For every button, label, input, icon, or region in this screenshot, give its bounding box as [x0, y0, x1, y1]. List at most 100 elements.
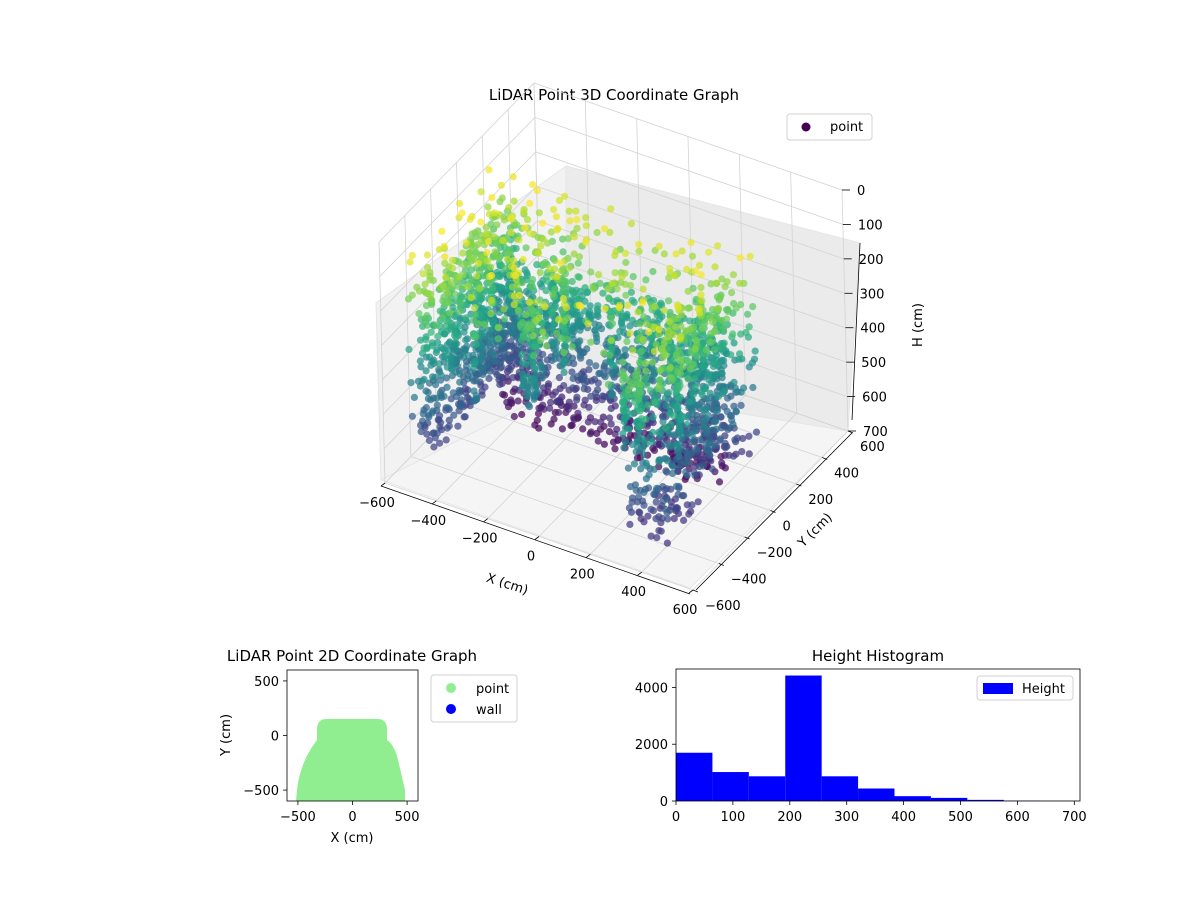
point-3d-1808 [700, 385, 708, 393]
point-3d-928 [689, 437, 697, 446]
point-3d-2814 [582, 222, 590, 230]
point-3d-2441 [636, 358, 644, 366]
point-3d-2368 [637, 388, 645, 397]
point-3d-211 [539, 384, 548, 392]
point-3d-1150 [740, 384, 748, 392]
point-3d-2672 [500, 305, 508, 313]
point-3d-1929 [452, 333, 460, 342]
point-3d-1897 [736, 350, 744, 358]
point-3d-2510 [553, 329, 561, 337]
legend-histogram-label: Height [1022, 682, 1065, 697]
point-3d-600 [507, 342, 516, 350]
y-tick-label-hist-1: 2000 [635, 738, 668, 753]
point-3d-456 [569, 384, 577, 392]
point-3d-7 [715, 478, 724, 486]
point-3d-1046 [609, 368, 617, 376]
point-3d-1000 [410, 393, 418, 401]
point-3d-2518 [732, 304, 740, 312]
point-3d-1608 [560, 355, 569, 363]
point-3d-2754 [535, 209, 543, 217]
point-3d-567 [691, 472, 699, 480]
point-3d-319 [509, 374, 517, 382]
histogram-bar-4 [821, 776, 859, 801]
point-3d-534 [493, 371, 501, 379]
point-3d-2004 [675, 394, 683, 402]
point-3d-2742 [660, 250, 668, 258]
x-tick-3d-5 [637, 571, 642, 576]
point-3d-2377 [501, 315, 509, 323]
point-3d-1783 [735, 355, 743, 363]
point-3d-29 [558, 425, 567, 433]
legend-3d-label-point: point [830, 120, 863, 135]
point-3d-2484 [619, 358, 627, 366]
point-3d-239 [745, 450, 753, 458]
point-3d-1925 [619, 406, 627, 414]
point-3d-2799 [711, 263, 719, 271]
x-axis-label-2d: X (cm) [331, 831, 374, 846]
point-3d-2064 [720, 339, 728, 347]
point-3d-503 [580, 385, 588, 393]
point-3d-2755 [607, 336, 615, 344]
histogram-bar-2 [748, 776, 786, 801]
point-3d-2728 [573, 224, 581, 232]
point-3d-2073 [619, 398, 627, 406]
plot-2d: LiDAR Point 2D Coordinate Graph −500 0 500… [219, 647, 518, 846]
plot-histogram: Height Histogram 0 100 200 300 400 500 600 7000… [635, 647, 1087, 825]
point-3d-620 [634, 493, 643, 501]
x-tick-3d-4 [586, 554, 591, 558]
point-3d-794 [724, 394, 732, 402]
point-3d-2775 [660, 306, 668, 315]
point-3d-2457 [642, 276, 650, 284]
point-3d-2689 [426, 272, 434, 280]
point-3d-2756 [651, 303, 659, 311]
point-3d-2639 [493, 221, 501, 229]
y-tick-label-3d-3: 0 [783, 520, 791, 535]
point-3d-1879 [560, 342, 569, 350]
point-3d-1804 [522, 360, 530, 368]
point-3d-711 [585, 359, 594, 367]
point-3d-2827 [570, 233, 579, 241]
point-3d-447 [445, 416, 453, 424]
point-3d-1732 [751, 347, 759, 355]
point-3d-1408 [673, 440, 681, 448]
point-3d-2294 [605, 294, 613, 302]
point-3d-2308 [529, 283, 537, 291]
point-3d-948 [432, 381, 440, 389]
point-3d-73 [514, 397, 522, 405]
point-3d-2807 [555, 316, 563, 324]
point-3d-1780 [529, 360, 537, 368]
point-3d-407 [555, 374, 564, 382]
point-3d-781 [500, 348, 508, 356]
x-tick-label-3d-1: −400 [410, 514, 446, 529]
point-3d-703 [455, 386, 463, 394]
point-3d-2744 [629, 346, 637, 354]
point-3d-2490 [422, 302, 431, 310]
point-3d-2334 [494, 335, 502, 343]
point-3d-2731 [455, 273, 463, 281]
point-3d-2777 [484, 257, 492, 265]
z-tick-label-3d-2: 200 [859, 253, 884, 268]
point-3d-2819 [553, 272, 561, 281]
point-3d-2773 [669, 331, 677, 339]
point-3d-2710 [684, 287, 692, 295]
point-3d-2605 [711, 328, 719, 336]
point-3d-2573 [599, 349, 608, 357]
point-3d-1666 [661, 394, 670, 402]
point-3d-938 [624, 464, 633, 472]
point-3d-2732 [688, 252, 697, 260]
point-3d-1180 [689, 410, 697, 418]
histogram-bar-3 [785, 675, 822, 801]
point-3d-926 [732, 407, 740, 415]
legend-histogram-swatch [983, 683, 1013, 694]
point-3d-2841 [655, 242, 663, 250]
point-3d-2758 [510, 197, 518, 205]
point-3d-2707 [626, 281, 635, 289]
point-3d-1050 [524, 401, 533, 409]
point-3d-2857 [554, 224, 562, 233]
point-3d-2887 [511, 271, 520, 280]
point-3d-2292 [744, 310, 752, 318]
point-3d-2558 [560, 349, 568, 357]
point-3d-2448 [633, 367, 641, 375]
point-3d-2765 [523, 216, 532, 224]
point-3d-1391 [420, 375, 428, 383]
